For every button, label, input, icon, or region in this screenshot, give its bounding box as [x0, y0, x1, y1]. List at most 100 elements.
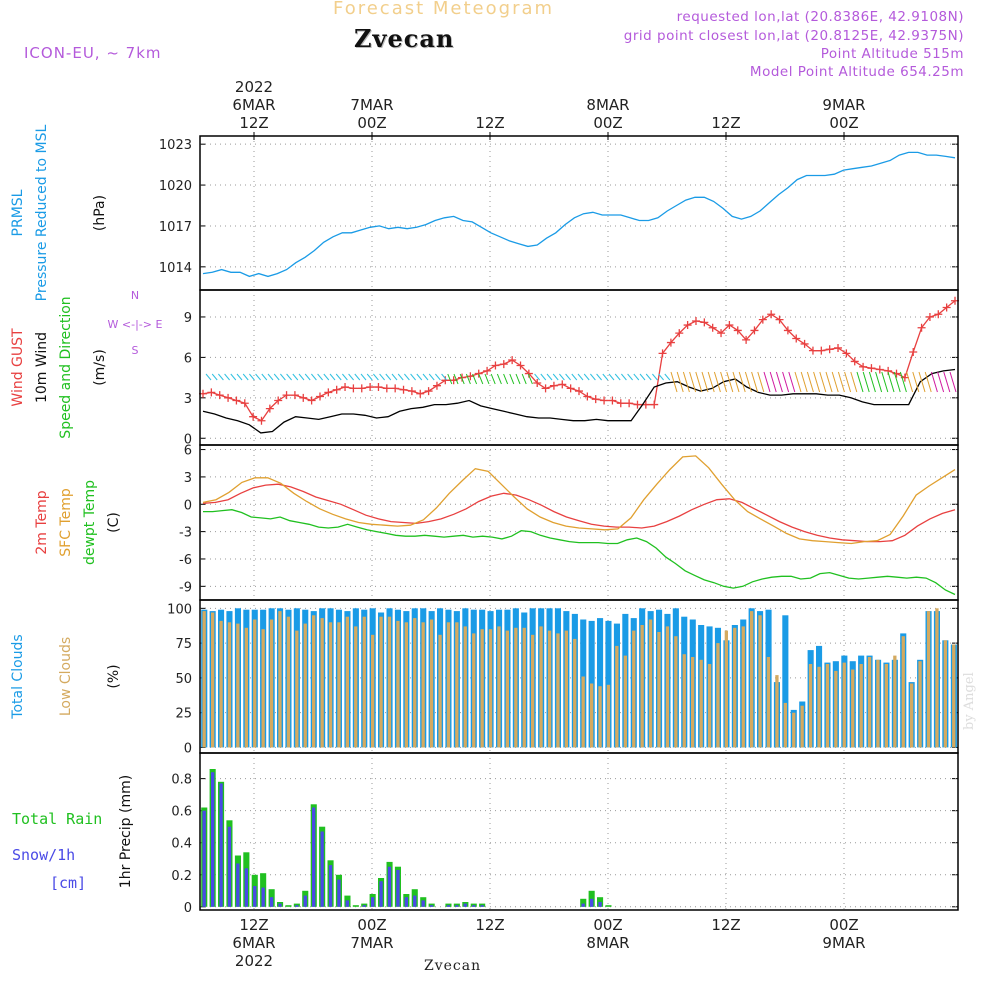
panel-temperature: 2m Temp SFC Temp dewpt Temp (C) — [34, 444, 959, 601]
bar-low-clouds — [766, 657, 771, 748]
bar-low-clouds — [269, 619, 274, 748]
gust-marker — [307, 396, 316, 405]
bar-low-clouds — [328, 622, 333, 748]
bar-low-clouds — [623, 655, 627, 748]
model-altitude: Model Point Altitude 654.25m — [749, 64, 964, 80]
gust-marker — [725, 321, 734, 330]
wind-arrow — [385, 373, 392, 381]
bar-low-clouds — [573, 638, 577, 748]
gust-marker — [616, 399, 625, 408]
y-tick-label: 0 — [184, 432, 192, 447]
wind-arrow — [868, 371, 876, 393]
time-label-bottom: 7MAR — [350, 934, 393, 952]
bar-low-clouds — [632, 630, 636, 748]
bar-low-clouds — [817, 666, 821, 748]
bar-snow-1h — [253, 886, 257, 907]
time-label-bottom: 6MAR — [232, 934, 275, 952]
gust-marker — [516, 361, 525, 370]
wind-arrow — [837, 371, 845, 393]
bar-low-clouds — [842, 662, 846, 748]
bar-low-clouds — [531, 634, 535, 748]
y-axis-label: SFC Temp — [58, 488, 74, 557]
wind-arrow — [757, 371, 765, 393]
bar-low-clouds — [674, 636, 678, 748]
gust-marker — [800, 339, 809, 348]
bar-low-clouds — [943, 640, 947, 748]
bar-low-clouds — [413, 618, 417, 748]
y-tick-label: 1020 — [159, 179, 192, 194]
gust-marker — [215, 391, 224, 400]
bar-total-rain — [470, 903, 477, 907]
bar-snow-1h — [413, 895, 417, 907]
wind-arrow — [652, 373, 658, 381]
bar-low-clouds — [792, 712, 796, 748]
wind-arrow — [794, 371, 802, 393]
bar-low-clouds — [859, 664, 863, 748]
bar-low-clouds — [379, 616, 383, 748]
series-line-2m-temp — [202, 483, 956, 543]
gridpoint-coords: grid point closest lon,lat (20.8125E, 42… — [623, 28, 964, 44]
wind-arrow — [577, 373, 584, 381]
gust-marker — [717, 329, 726, 338]
gust-marker — [875, 365, 884, 374]
bar-total-rain — [352, 905, 359, 907]
wind-arrow — [342, 373, 348, 381]
wind-arrow — [633, 373, 640, 381]
bar-snow-1h — [421, 900, 425, 907]
bar-total-clouds — [605, 620, 612, 748]
bar-snow-1h — [211, 772, 215, 907]
bar-total-rain — [428, 903, 435, 907]
wind-arrow — [503, 373, 509, 385]
bar-snow-1h — [598, 902, 602, 907]
gust-marker — [817, 346, 826, 355]
bar-low-clouds — [598, 686, 602, 748]
wind-arrow — [540, 373, 547, 381]
bar-total-rain — [479, 903, 486, 907]
gust-marker — [566, 384, 575, 393]
wind-arrow — [267, 373, 274, 381]
bar-low-clouds — [472, 633, 476, 748]
wind-arrow — [682, 371, 690, 393]
gust-marker — [733, 326, 742, 335]
wind-arrow — [509, 373, 515, 385]
gust-marker — [533, 379, 542, 387]
y-axis-label: Wind GUST — [10, 328, 26, 407]
y-axis-label: (m/s) — [92, 349, 108, 386]
gust-marker — [416, 389, 425, 398]
wind-arrow — [887, 371, 895, 393]
wind-arrow — [627, 373, 633, 381]
wind-arrow — [286, 373, 292, 381]
gust-marker — [249, 412, 258, 421]
bar-snow-1h — [362, 905, 366, 907]
bar-low-clouds — [505, 630, 509, 748]
wind-arrow — [732, 371, 740, 393]
gust-marker — [683, 321, 692, 330]
gust-marker — [224, 393, 233, 402]
wind-arrow — [930, 371, 938, 393]
bar-low-clouds — [396, 620, 400, 748]
location-title: Zvecan — [354, 24, 455, 53]
time-label-top: 6MAR — [232, 96, 275, 114]
bar-snow-1h — [345, 900, 349, 907]
gust-marker — [315, 392, 324, 401]
time-label-top: 12Z — [475, 114, 504, 132]
wind-arrow — [751, 371, 759, 393]
bar-low-clouds — [446, 622, 451, 748]
signature: by Angel — [962, 672, 977, 730]
wind-arrow — [348, 373, 354, 381]
time-label-top: 2022 — [235, 78, 273, 96]
y-tick-label: 6 — [184, 444, 192, 459]
wind-arrow — [788, 371, 796, 393]
wind-arrow — [602, 373, 609, 381]
bar-low-clouds — [901, 636, 905, 748]
bar-low-clouds — [202, 611, 206, 748]
wind-arrow — [261, 373, 268, 381]
series-line-prmsl — [202, 151, 956, 278]
wind-arrow — [323, 373, 330, 381]
gust-marker — [575, 387, 583, 396]
wind-arrow — [676, 371, 684, 393]
gust-marker — [783, 326, 792, 335]
gust-marker — [508, 356, 517, 365]
y-axis-label: Pressure Reduced to MSL — [34, 124, 50, 301]
wind-arrow — [608, 373, 615, 381]
